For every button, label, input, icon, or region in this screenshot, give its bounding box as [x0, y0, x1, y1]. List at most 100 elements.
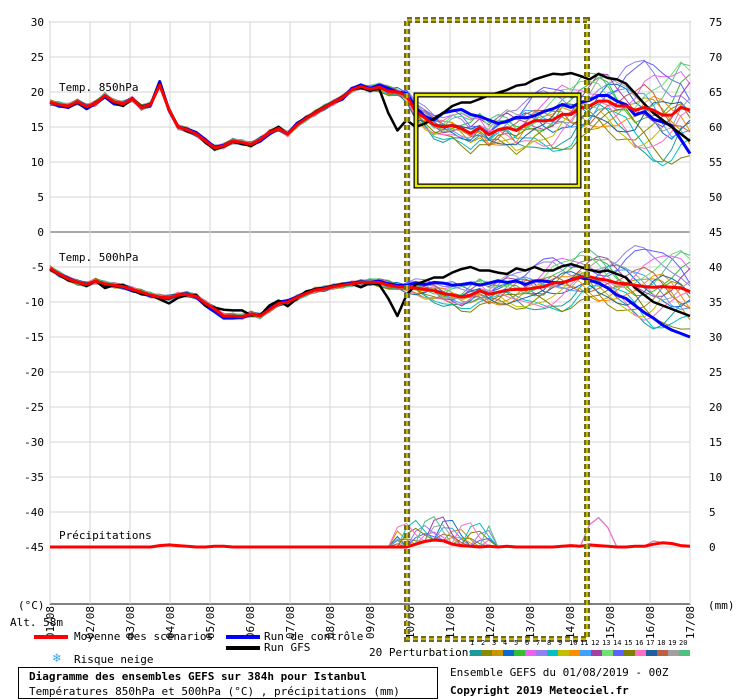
- dashed-highlight-box-inner: [406, 19, 588, 640]
- perturbation-number: 5: [514, 639, 519, 647]
- right-tick-label: 15: [709, 436, 722, 449]
- left-tick-label: -20: [24, 366, 44, 379]
- panel-label-500: Temp. 500hPa: [59, 251, 138, 264]
- x-tick-label: 03/08: [124, 606, 137, 639]
- right-tick-label: 75: [709, 16, 722, 29]
- x-tick-label: 14/08: [564, 606, 577, 639]
- perturbation-number: 3: [492, 639, 497, 647]
- perturbation-swatch: [536, 650, 547, 656]
- perturbation-number: 7: [536, 639, 541, 647]
- right-tick-label: 60: [709, 121, 722, 134]
- title-box: Diagramme des ensembles GEFS sur 384h po…: [18, 667, 438, 699]
- perturbation-number: 14: [613, 639, 622, 647]
- perturbation-swatch: [481, 650, 492, 656]
- run-info: Ensemble GEFS du 01/08/2019 - 00Z: [450, 666, 669, 679]
- perturbation-number: 13: [602, 639, 611, 647]
- perturbation-swatch: [613, 650, 624, 656]
- perturbation-swatch: [635, 650, 646, 656]
- copyright: Copyright 2019 Meteociel.fr: [450, 684, 629, 697]
- perturbation-swatch: [558, 650, 569, 656]
- perturbation-swatch: [503, 650, 514, 656]
- right-tick-label: 10: [709, 471, 722, 484]
- perturbation-swatch: [569, 650, 580, 656]
- perturbation-swatch: [591, 650, 602, 656]
- perturbation-swatch: [514, 650, 525, 656]
- perturbation-swatch: [646, 650, 657, 656]
- chart-title: Diagramme des ensembles GEFS sur 384h po…: [29, 670, 367, 683]
- perturbation-number: 1: [470, 639, 475, 647]
- left-tick-label: 25: [31, 51, 44, 64]
- left-unit: (°C): [18, 599, 45, 612]
- series-t500-ff0000: [49, 267, 691, 319]
- legend-gfs-swatch: [226, 646, 260, 650]
- right-tick-label: 40: [709, 261, 722, 274]
- panel-label-850: Temp. 850hPa: [59, 81, 138, 94]
- x-tick-label: 09/08: [364, 606, 377, 639]
- panel-label-precip: Précipitations: [59, 529, 152, 542]
- series-t850-ff0000: [49, 83, 691, 150]
- right-tick-label: 0: [709, 541, 716, 554]
- perturbation-number: 19: [668, 639, 677, 647]
- left-tick-label: 0: [37, 226, 44, 239]
- chart-subtitle: Températures 850hPa et 500hPa (°C) , pré…: [29, 685, 400, 698]
- altitude-label: Alt. 58m: [10, 616, 63, 629]
- perturbation-swatch: [525, 650, 536, 656]
- perturbation-number: 15: [624, 639, 633, 647]
- left-tick-label: -35: [24, 471, 44, 484]
- perturbation-number: 12: [591, 639, 600, 647]
- left-tick-label: -30: [24, 436, 44, 449]
- x-tick-label: 17/08: [684, 606, 697, 639]
- perturbation-swatch: [602, 650, 613, 656]
- perturbation-number: 10: [569, 639, 578, 647]
- series-precip-ff0000: [50, 538, 691, 549]
- right-unit: (mm): [708, 599, 735, 612]
- perturbation-number: 18: [657, 639, 666, 647]
- x-tick-label: 01/08: [44, 606, 57, 639]
- perturbation-swatch: [624, 650, 635, 656]
- perturbation-swatch: [547, 650, 558, 656]
- perturbation-swatch: [580, 650, 591, 656]
- x-tick-label: 05/08: [204, 606, 217, 639]
- right-tick-label: 55: [709, 156, 722, 169]
- right-tick-label: 20: [709, 401, 722, 414]
- pert-line-500: [49, 258, 691, 320]
- x-tick-label: 07/08: [284, 606, 297, 639]
- x-tick-label: 08/08: [324, 606, 337, 639]
- left-tick-label: 15: [31, 121, 44, 134]
- left-tick-label: 5: [37, 191, 44, 204]
- x-tick-label: 16/08: [644, 606, 657, 639]
- perturbation-number: 17: [646, 639, 655, 647]
- x-tick-label: 06/08: [244, 606, 257, 639]
- x-tick-label: 15/08: [604, 606, 617, 639]
- left-tick-label: -15: [24, 331, 44, 344]
- legend-control-label: Run de contrôle: [264, 630, 364, 643]
- right-tick-label: 45: [709, 226, 722, 239]
- left-tick-label: -25: [24, 401, 44, 414]
- x-tick-label: 13/08: [524, 606, 537, 639]
- legend-control-swatch: [226, 635, 260, 639]
- left-tick-label: -45: [24, 541, 44, 554]
- perturbation-swatch: [657, 650, 668, 656]
- right-tick-label: 25: [709, 366, 722, 379]
- x-tick-label: 02/08: [84, 606, 97, 639]
- grid: [49, 21, 691, 605]
- perturbation-swatch: [668, 650, 679, 656]
- legend-gfs-label: Run GFS: [264, 641, 311, 654]
- snowflake-icon: ❄: [53, 651, 61, 666]
- right-tick-label: 65: [709, 86, 722, 99]
- legend-mean-swatch: [34, 635, 68, 639]
- right-tick-label: 35: [709, 296, 722, 309]
- right-tick-label: 50: [709, 191, 722, 204]
- right-tick-label: 30: [709, 331, 722, 344]
- perturbation-number: 20: [679, 639, 688, 647]
- axis-ticks: 302520151050-5-10-15-20-25-30-35-40-4575…: [24, 16, 722, 639]
- highlight-boxes: [404, 17, 590, 642]
- perturbation-swatch: [470, 650, 481, 656]
- panel-labels: Temp. 850hPa Temp. 500hPa Précipitations: [59, 81, 152, 542]
- x-tick-label: 11/08: [444, 606, 457, 639]
- left-tick-label: 20: [31, 86, 44, 99]
- right-tick-label: 70: [709, 51, 722, 64]
- left-tick-label: -5: [31, 261, 44, 274]
- perturbation-number: 2: [481, 639, 486, 647]
